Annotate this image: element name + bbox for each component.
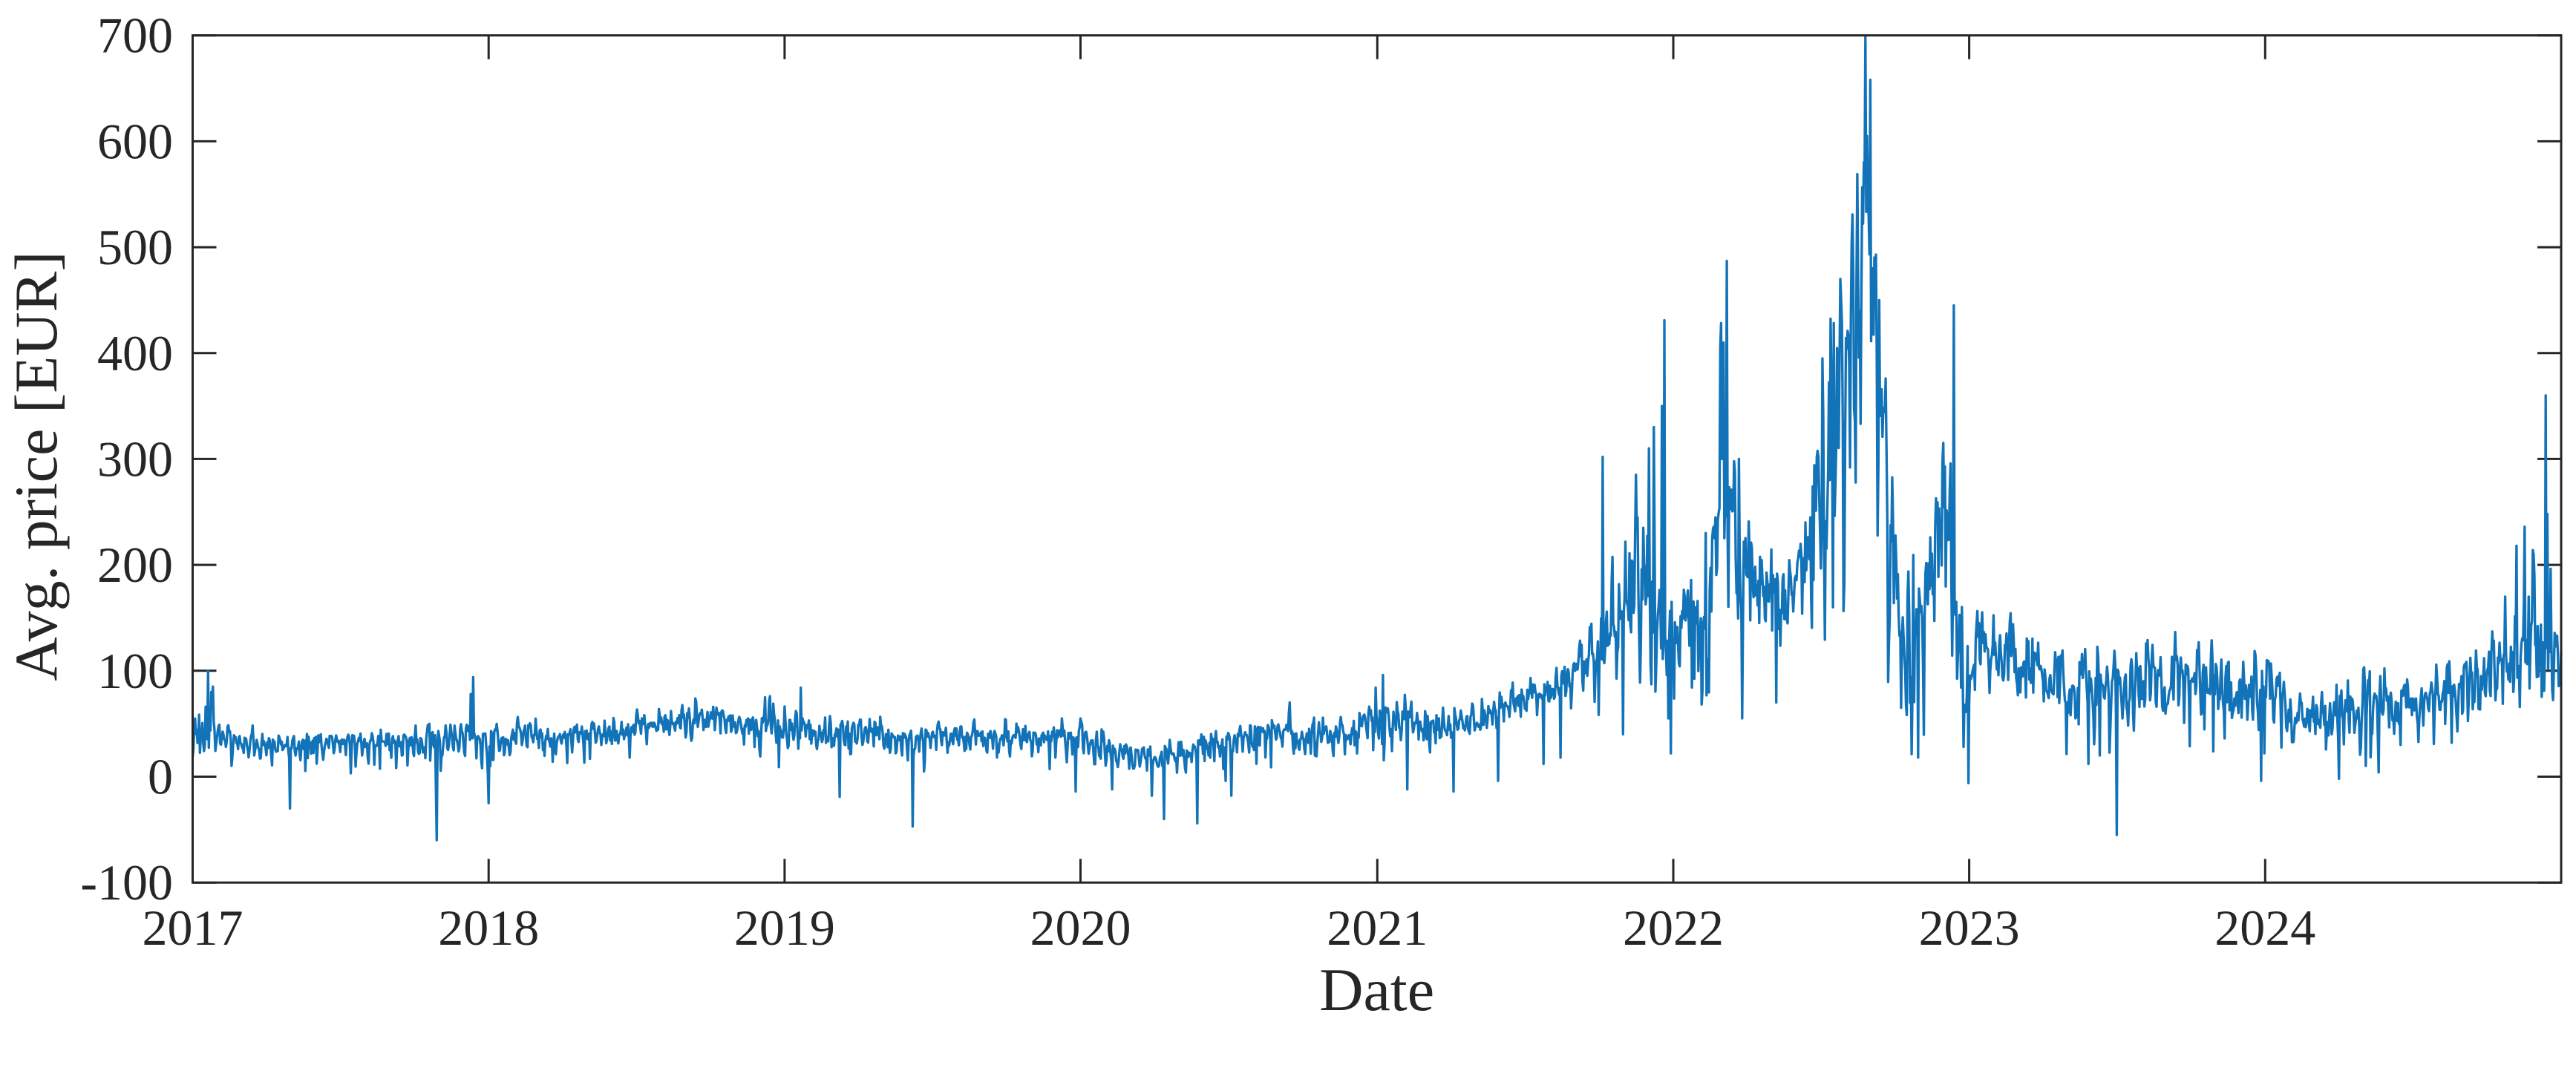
svg-text:Avg. price [EUR]: Avg. price [EUR]: [2, 251, 70, 681]
svg-text:400: 400: [97, 325, 173, 381]
svg-text:2023: 2023: [1919, 899, 2020, 956]
svg-text:2020: 2020: [1030, 899, 1131, 956]
svg-text:100: 100: [97, 643, 173, 699]
svg-text:700: 700: [97, 7, 173, 64]
svg-text:-100: -100: [80, 854, 173, 911]
svg-text:2019: 2019: [734, 899, 835, 956]
svg-text:2024: 2024: [2214, 899, 2315, 956]
svg-text:Date: Date: [1319, 956, 1434, 1023]
svg-text:2022: 2022: [1623, 899, 1724, 956]
svg-text:600: 600: [97, 113, 173, 169]
svg-text:0: 0: [148, 749, 173, 805]
svg-text:2017: 2017: [143, 899, 243, 956]
svg-text:200: 200: [97, 537, 173, 593]
svg-text:300: 300: [97, 430, 173, 487]
svg-text:2021: 2021: [1327, 899, 1428, 956]
svg-text:2018: 2018: [438, 899, 539, 956]
svg-text:500: 500: [97, 219, 173, 275]
